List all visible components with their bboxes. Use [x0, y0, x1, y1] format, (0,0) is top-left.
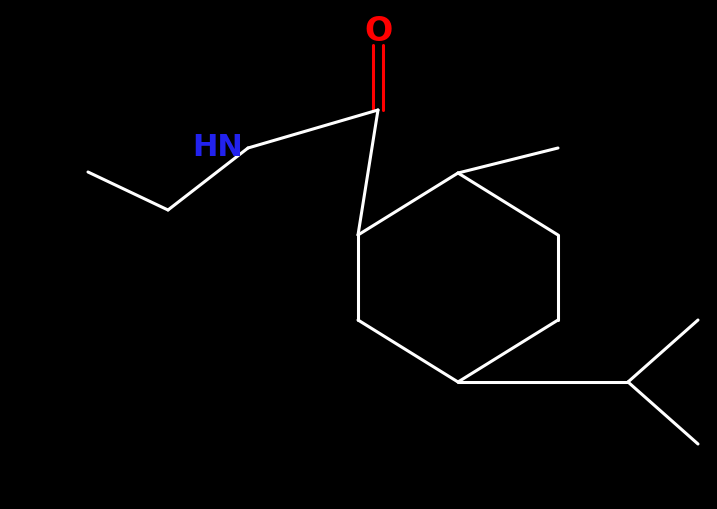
Text: O: O	[364, 14, 392, 47]
Text: HN: HN	[192, 133, 243, 162]
